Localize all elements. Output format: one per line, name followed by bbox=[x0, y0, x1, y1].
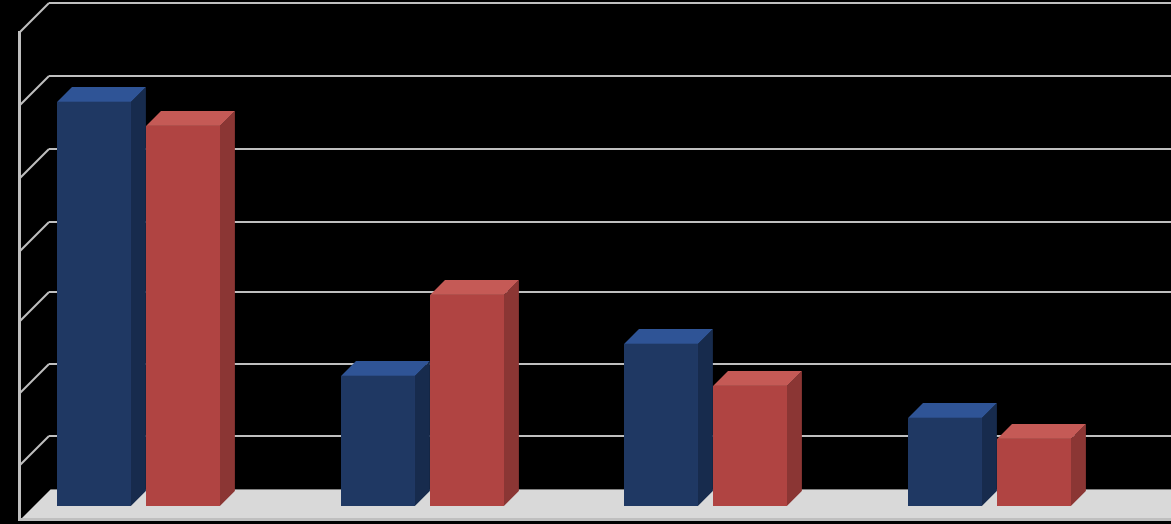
bar-g3-series-b bbox=[713, 386, 787, 506]
gridline bbox=[49, 75, 1171, 77]
grid-tick bbox=[19, 75, 49, 105]
grid-tick bbox=[19, 2, 49, 32]
bar-chart-3d: { "chart":{ "type":"bar-3d-grouped", "ca… bbox=[0, 0, 1171, 524]
bar-g1-series-a bbox=[57, 102, 131, 506]
grid-tick bbox=[19, 291, 49, 321]
y-axis-line bbox=[18, 31, 21, 520]
bar-g2-series-b bbox=[430, 295, 504, 506]
grid-tick bbox=[19, 435, 49, 465]
bar-g1-series-b bbox=[146, 126, 220, 506]
x-axis-line bbox=[18, 518, 1171, 521]
gridline bbox=[49, 2, 1171, 4]
grid-tick bbox=[19, 148, 49, 178]
grid-tick bbox=[19, 363, 49, 393]
bar-g2-series-a bbox=[341, 376, 415, 506]
bar-g4-series-a bbox=[908, 418, 982, 506]
grid-tick bbox=[19, 221, 49, 251]
bar-g4-series-b bbox=[997, 439, 1071, 506]
bar-g3-series-a bbox=[624, 344, 698, 506]
